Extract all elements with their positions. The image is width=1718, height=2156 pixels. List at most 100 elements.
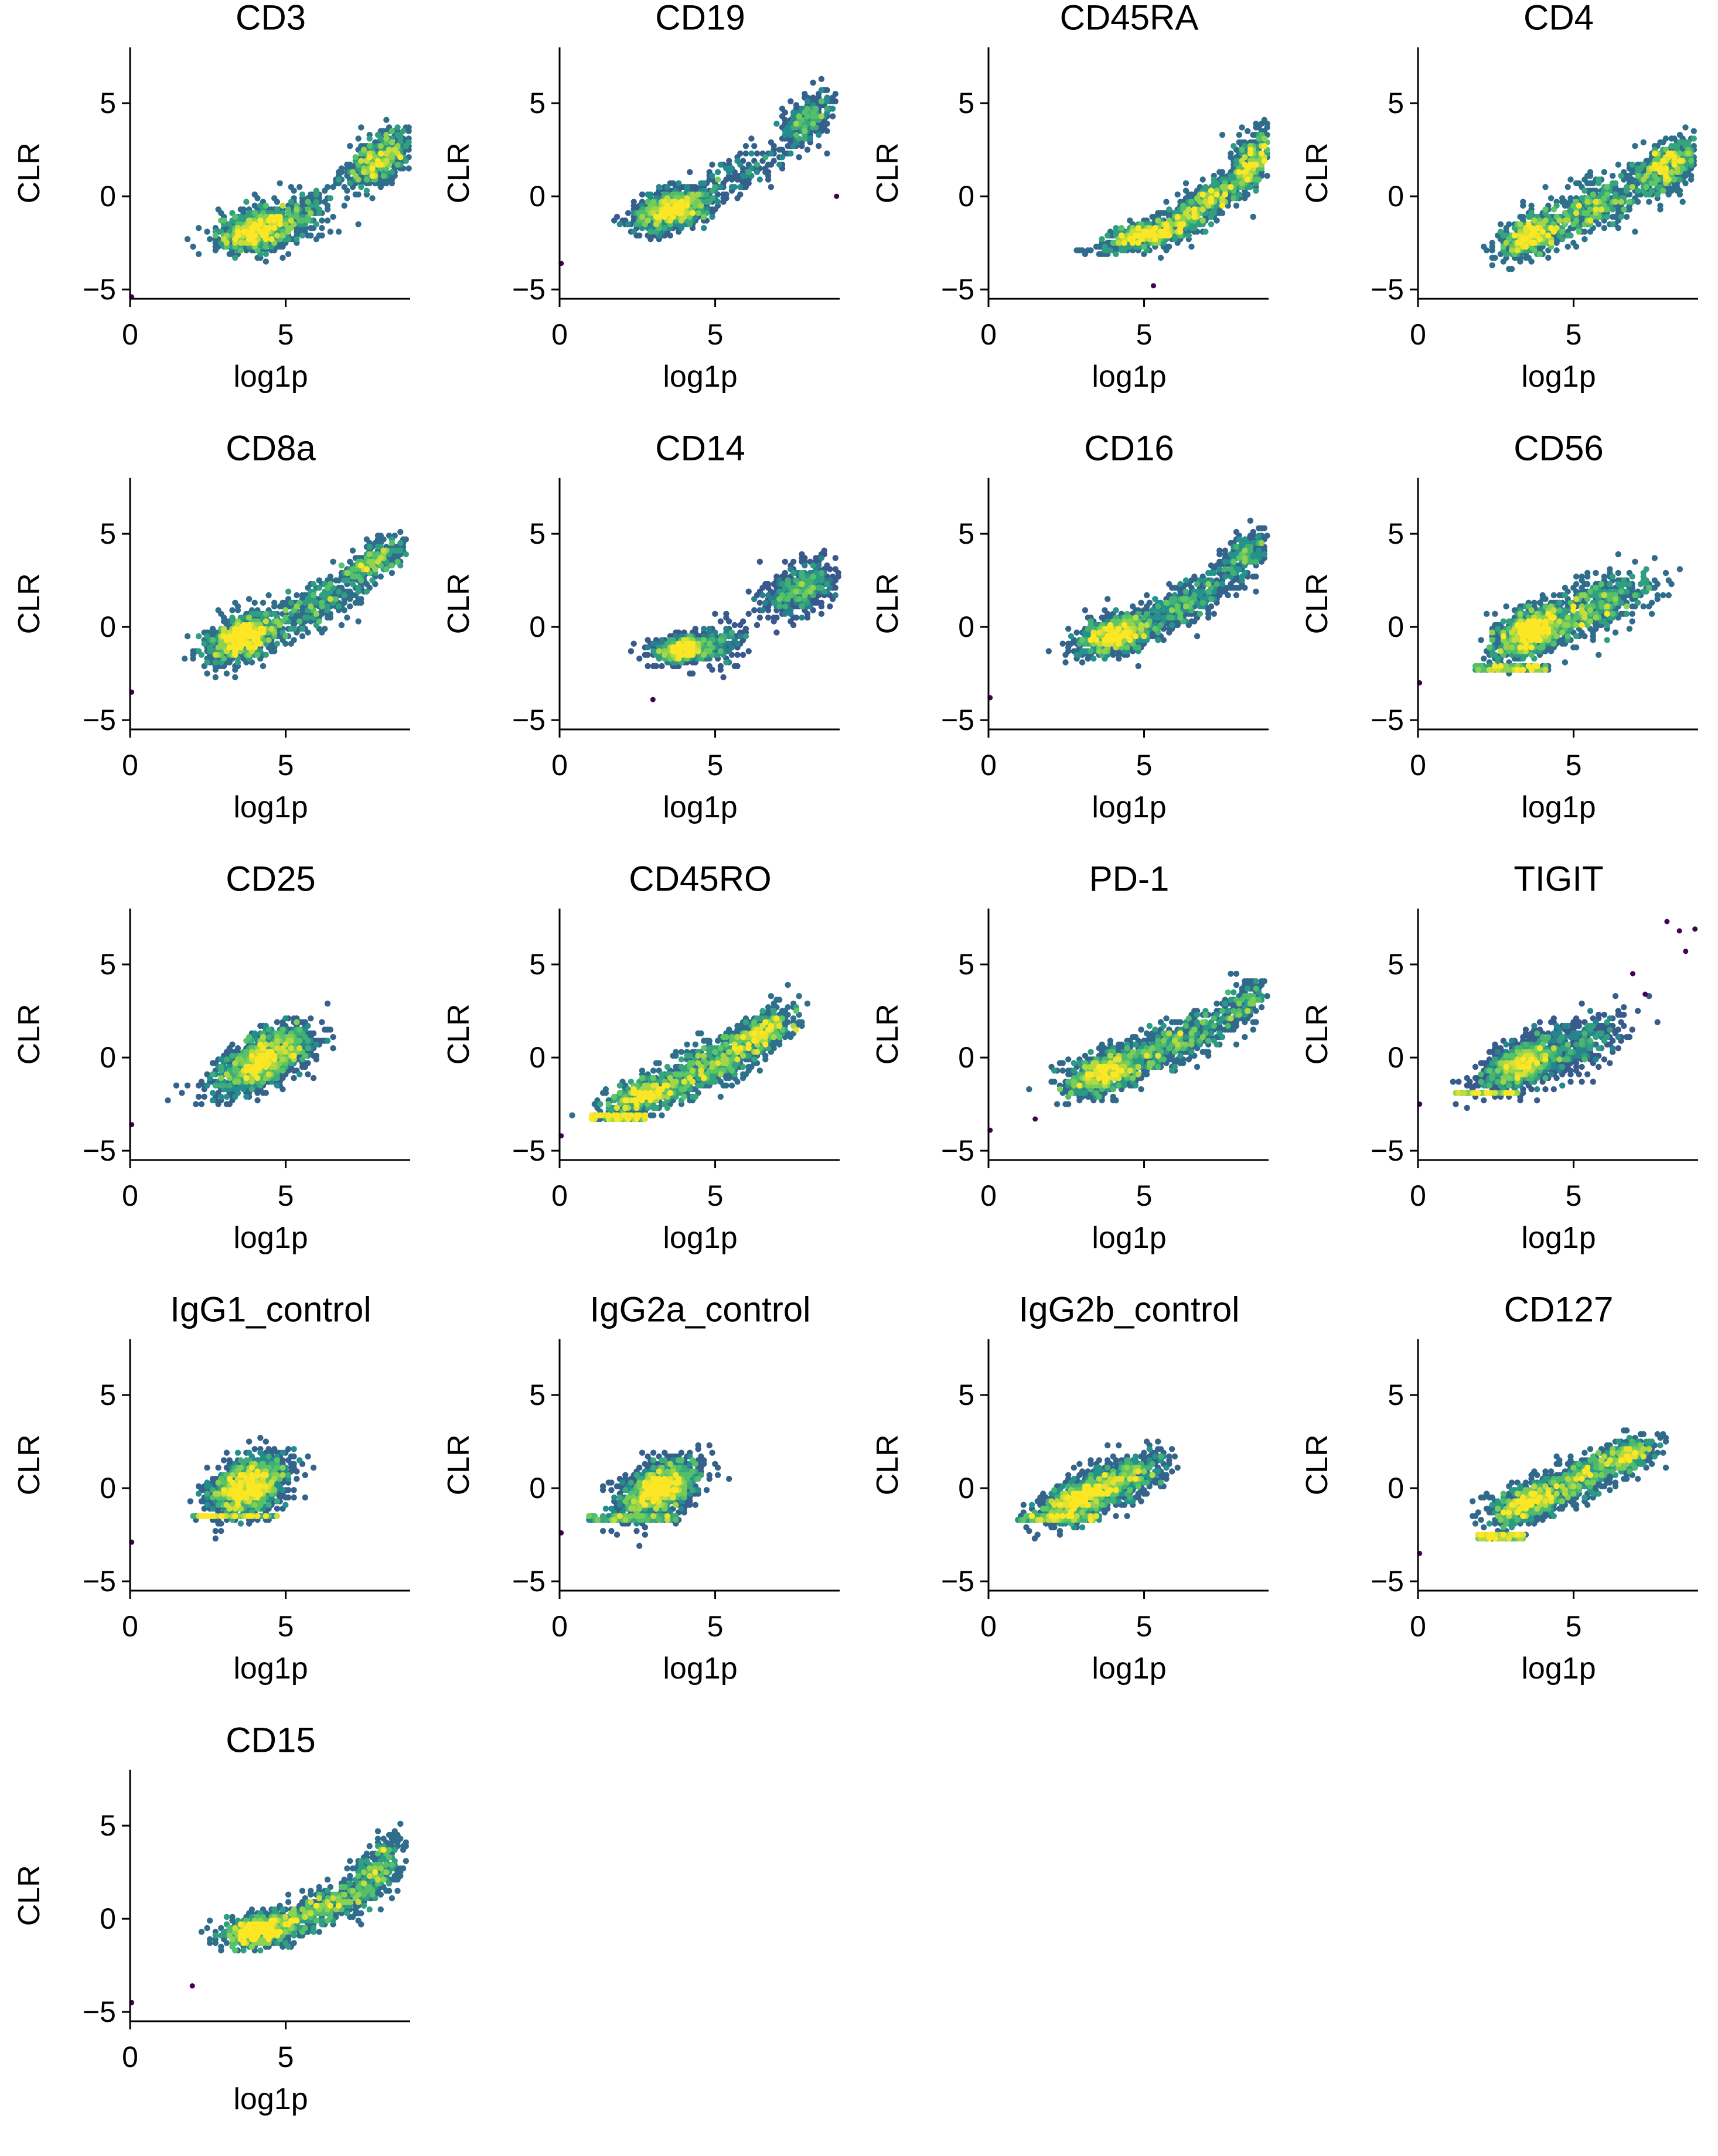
density-point: [263, 258, 269, 265]
density-point: [355, 574, 362, 580]
y-tick-label: −5: [512, 273, 546, 306]
density-point: [383, 150, 390, 157]
density-point: [1113, 251, 1119, 257]
density-point: [1528, 202, 1535, 209]
density-point: [1105, 596, 1111, 602]
density-point: [299, 633, 306, 640]
density-point: [184, 236, 191, 243]
density-point: [1506, 221, 1512, 227]
density-point: [1233, 202, 1240, 209]
density-point: [1152, 596, 1158, 602]
density-point: [1615, 206, 1621, 213]
density-point: [788, 592, 794, 599]
density-point: [1130, 603, 1136, 610]
density-point: [824, 105, 830, 112]
density-point: [294, 603, 300, 610]
y-axis-label: CLR: [871, 573, 905, 634]
panel-title: CD8a: [226, 429, 316, 468]
density-point: [341, 599, 347, 606]
density-point: [706, 626, 713, 632]
density-point: [1233, 528, 1240, 535]
density-point: [765, 615, 772, 621]
density-point: [1598, 581, 1605, 588]
density-point: [313, 599, 320, 606]
density-point: [818, 610, 825, 618]
density-point: [709, 161, 715, 168]
density-points: [129, 528, 409, 695]
density-point: [1511, 232, 1518, 239]
density-point: [1598, 603, 1605, 610]
density-point: [824, 150, 830, 157]
y-tick-label: 5: [1388, 517, 1404, 550]
density-point: [1676, 158, 1683, 164]
density-point: [816, 585, 822, 591]
density-point: [1562, 217, 1569, 224]
density-point: [709, 195, 715, 202]
density-point: [1211, 610, 1217, 618]
density-point: [313, 191, 320, 198]
density-point: [1640, 139, 1647, 146]
density-point: [1247, 150, 1254, 157]
density-point: [1216, 547, 1223, 554]
x-tick-label: 0: [980, 318, 997, 351]
density-point: [695, 210, 701, 216]
density-point: [1073, 651, 1080, 659]
density-point: [1213, 581, 1220, 588]
density-point: [1233, 544, 1240, 550]
density-point: [756, 599, 763, 606]
density-point: [1531, 217, 1538, 224]
density-point: [1629, 161, 1635, 168]
density-point: [232, 254, 238, 261]
density-point: [1228, 551, 1234, 558]
density-point: [1593, 206, 1599, 213]
density-point: [1199, 599, 1206, 606]
density-point: [1090, 656, 1097, 662]
density-point: [1542, 618, 1549, 625]
density-point: [754, 169, 761, 175]
density-point: [212, 232, 219, 239]
density-point: [400, 128, 407, 134]
density-point: [1157, 228, 1164, 235]
density-point: [739, 172, 746, 179]
density-point: [1676, 132, 1683, 138]
density-point: [288, 217, 294, 224]
density-point: [754, 161, 761, 168]
density-point: [616, 221, 623, 227]
density-point: [1610, 221, 1616, 227]
density-point: [344, 615, 350, 621]
density-point: [1570, 585, 1577, 591]
density-point: [726, 618, 732, 625]
density-point: [788, 150, 794, 157]
density-point: [1503, 603, 1509, 610]
density-point: [1581, 633, 1588, 640]
density-point: [363, 566, 370, 572]
density-point: [1640, 161, 1647, 168]
density-point: [1247, 184, 1254, 190]
density-point: [268, 236, 275, 243]
density-point: [1632, 228, 1638, 235]
density-point: [240, 640, 247, 647]
density-point: [642, 651, 649, 659]
density-point: [1093, 243, 1100, 250]
density-point: [1245, 128, 1251, 134]
density-point: [788, 98, 794, 105]
density-point: [313, 199, 320, 205]
density-point: [327, 195, 333, 202]
density-point: [234, 603, 241, 610]
density-point: [1511, 637, 1518, 643]
density-point: [279, 254, 286, 261]
density-point: [380, 172, 387, 179]
density-point: [1228, 172, 1234, 179]
density-point: [1671, 154, 1678, 161]
density-point: [1660, 592, 1666, 599]
density-point: [1191, 210, 1198, 216]
density-point: [771, 581, 777, 588]
density-point: [1545, 629, 1552, 636]
x-axis-label: log1p: [1092, 360, 1166, 394]
density-point: [1528, 225, 1535, 231]
